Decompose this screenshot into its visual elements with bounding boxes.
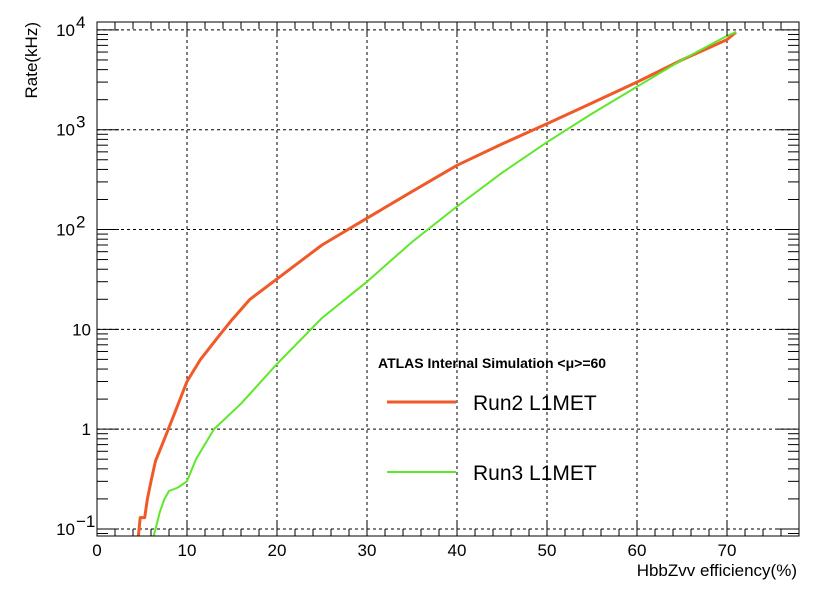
legend-label-2: Run3 L1MET — [473, 462, 597, 485]
series-line-run3-l1met — [152, 31, 737, 536]
y-tick-label-exponent: 2 — [76, 213, 85, 232]
x-tick-label: 50 — [538, 541, 557, 560]
y-tick-label-base: 10 — [56, 121, 75, 140]
y-tick-label: 10 2 — [56, 213, 85, 240]
y-tick-label: 10 −1 — [56, 512, 95, 539]
y-tick-label: 10 — [72, 320, 91, 339]
axis-ticks — [96, 22, 800, 536]
x-tick-label: 60 — [628, 541, 647, 560]
y-tick-label-exponent: −1 — [76, 512, 95, 531]
plot-frame — [96, 21, 800, 537]
y-tick-label: 10 4 — [56, 13, 85, 40]
y-tick-label-base: 10 — [56, 221, 75, 240]
legend-label-1: Run2 L1MET — [473, 392, 597, 415]
x-axis-title: HbbZvv efficiency(%) — [637, 561, 797, 580]
y-tick-label-base: 10 — [56, 21, 75, 40]
data-series — [136, 30, 737, 536]
y-tick-label-base: 10 — [56, 520, 75, 539]
x-tick-label: 10 — [178, 541, 197, 560]
series-line-run2-l1met — [136, 30, 737, 536]
y-tick-label: 10 3 — [56, 113, 85, 140]
x-tick-label: 70 — [718, 541, 737, 560]
y-tick-label-exponent: 4 — [76, 13, 85, 32]
y-tick-label: 1 — [82, 420, 91, 439]
y-tick-label-exponent: 3 — [76, 113, 85, 132]
x-tick-label: 30 — [358, 541, 377, 560]
y-axis-title: Rate(kHz) — [22, 22, 41, 99]
x-tick-label: 40 — [448, 541, 467, 560]
x-tick-label: 0 — [92, 541, 101, 560]
x-tick-label: 20 — [268, 541, 287, 560]
atlas-annotation: ATLAS Internal Simulation <μ>=60 — [378, 355, 606, 371]
legend: ATLAS Internal Simulation <μ>=60 Run2 L1M… — [378, 355, 606, 485]
grid-lines — [97, 22, 799, 536]
